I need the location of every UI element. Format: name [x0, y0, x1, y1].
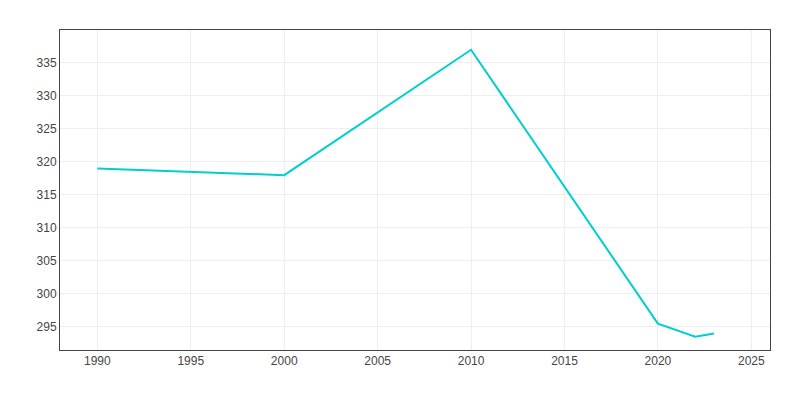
svg-text:320: 320 — [37, 155, 57, 169]
svg-text:310: 310 — [37, 221, 57, 235]
svg-text:1995: 1995 — [177, 354, 204, 368]
svg-text:325: 325 — [37, 122, 57, 136]
svg-text:295: 295 — [37, 320, 57, 334]
svg-text:2010: 2010 — [458, 354, 485, 368]
svg-text:315: 315 — [37, 188, 57, 202]
svg-text:305: 305 — [37, 254, 57, 268]
svg-text:300: 300 — [37, 287, 57, 301]
svg-text:2020: 2020 — [645, 354, 672, 368]
svg-text:1990: 1990 — [84, 354, 111, 368]
svg-text:2025: 2025 — [738, 354, 765, 368]
svg-text:2015: 2015 — [551, 354, 578, 368]
svg-text:330: 330 — [37, 89, 57, 103]
svg-text:2000: 2000 — [271, 354, 298, 368]
svg-text:335: 335 — [37, 56, 57, 70]
svg-text:2005: 2005 — [364, 354, 391, 368]
